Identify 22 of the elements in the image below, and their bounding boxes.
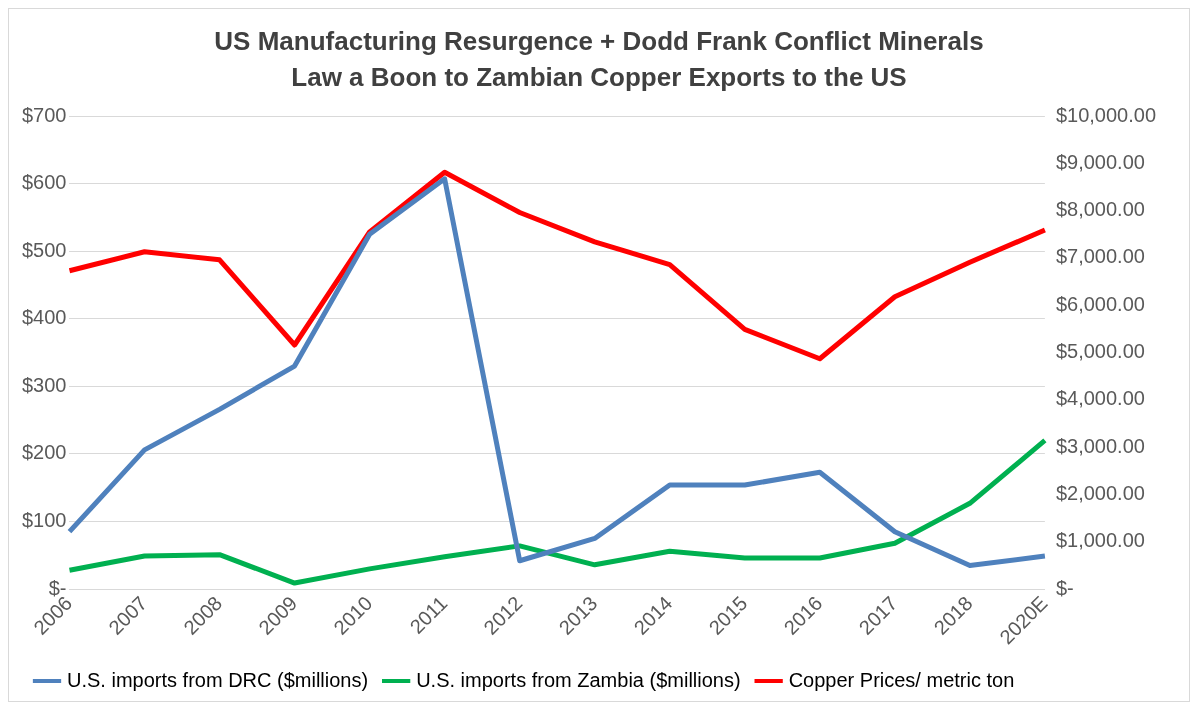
- y2-tick-label: $4,000.00: [1055, 387, 1145, 410]
- y2-tick-label: $2,000.00: [1055, 482, 1145, 505]
- y2-tick-label: $10,000.00: [1055, 103, 1157, 126]
- y2-tick-label: $3,000.00: [1055, 434, 1145, 457]
- y2-tick-label: $6,000.00: [1055, 292, 1145, 315]
- y-tick-label: $300: [21, 373, 67, 396]
- y-tick-label: $200: [21, 441, 67, 464]
- y-tick-label: $400: [21, 306, 67, 329]
- y-tick-label: $100: [21, 509, 67, 532]
- y2-tick-label: $8,000.00: [1055, 198, 1145, 221]
- y-tick-label: $500: [21, 238, 67, 261]
- y2-tick-label: $7,000.00: [1055, 245, 1145, 268]
- y-tick-label: $700: [21, 103, 67, 126]
- y2-tick-label: $-: [1055, 576, 1074, 599]
- y2-tick-label: $5,000.00: [1055, 340, 1145, 363]
- legend-label: U.S. imports from Zambia ($millions): [416, 668, 741, 691]
- y2-tick-label: $9,000.00: [1055, 150, 1145, 173]
- y-tick-label: $600: [21, 171, 67, 194]
- y2-tick-label: $1,000.00: [1055, 529, 1145, 552]
- legend-label: U.S. imports from DRC ($millions): [67, 668, 369, 691]
- chart-title: US Manufacturing Resurgence + Dodd Frank Conflict Minerals Law a Boon to Zambian Copper Exports to the US: [213, 25, 985, 94]
- legend-label: Copper Prices/ metric ton: [788, 668, 1015, 691]
